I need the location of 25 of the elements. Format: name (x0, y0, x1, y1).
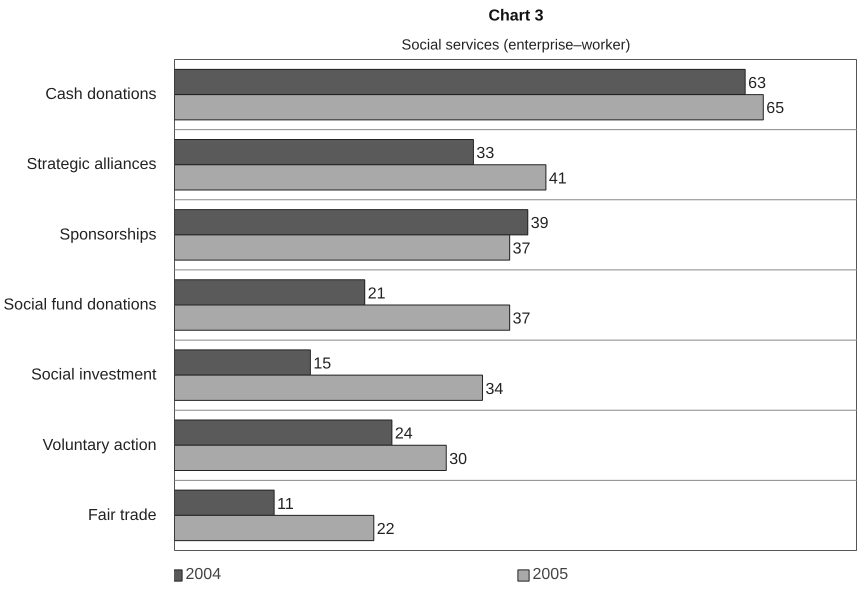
data-label: 63 (748, 74, 766, 92)
data-label: 37 (512, 310, 531, 328)
data-label: 33 (476, 145, 494, 162)
data-label: 41 (548, 170, 567, 188)
data-label: 11 (277, 496, 294, 513)
y-tick-label: Voluntary action (42, 436, 157, 454)
legend-label: 2004 (186, 566, 222, 584)
data-label: 24 (394, 426, 413, 443)
y-tick-label: Strategic alliances (26, 156, 156, 174)
data-label: 15 (313, 356, 332, 373)
data-label: 22 (376, 521, 395, 538)
y-tick-label: Social fund donations (4, 296, 156, 314)
y-tick-label: Social investment (31, 366, 158, 384)
data-label: 39 (530, 215, 549, 232)
data-label: 34 (485, 380, 504, 398)
chart-subtitle: Social services (enterprise–worker) (402, 38, 630, 54)
data-label: 37 (512, 240, 531, 258)
y-tick-label: Fair trade (88, 506, 157, 524)
chart-title: Chart 3 (488, 8, 544, 24)
y-tick-label: Sponsorships (60, 226, 157, 244)
legend-label: 2005 (532, 566, 570, 584)
data-label: 30 (449, 450, 468, 468)
data-label: 21 (368, 285, 386, 302)
data-label: 65 (766, 100, 784, 118)
y-tick-label: Cash donations (45, 86, 156, 104)
